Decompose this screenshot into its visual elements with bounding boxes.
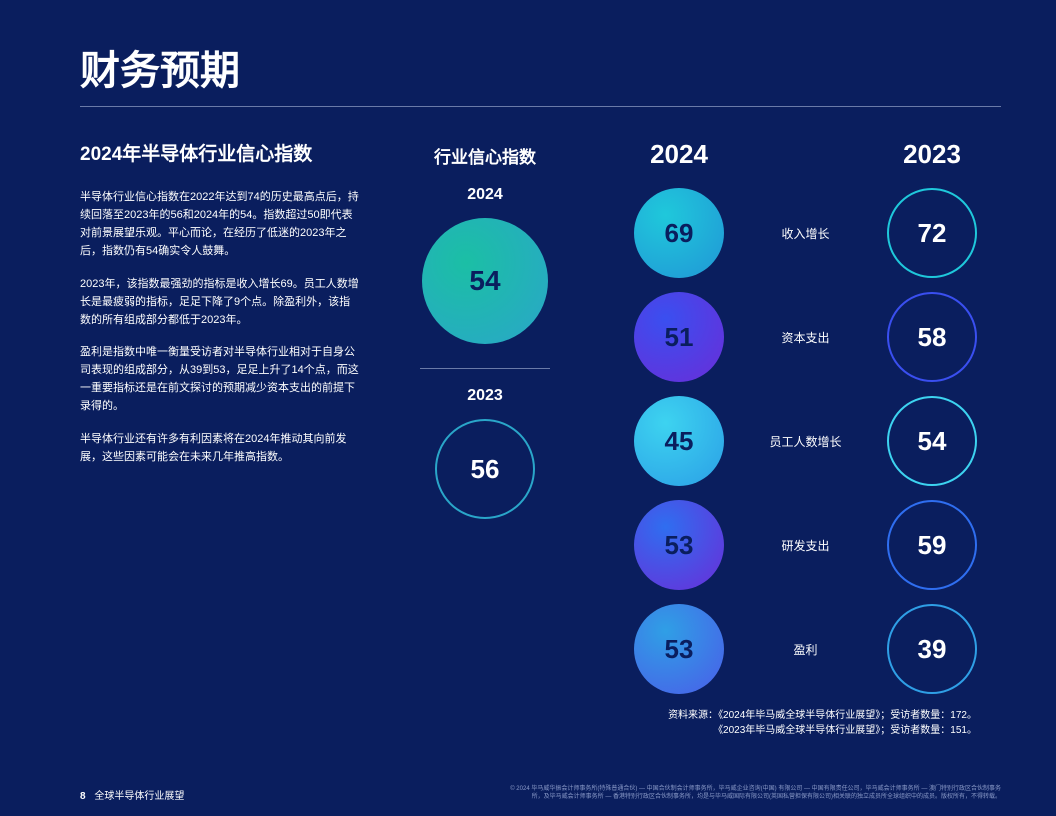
metric-bubble-2024: 53 [634,604,724,694]
metric-bubble-2023: 39 [887,604,977,694]
metric-bubble-2023: 59 [887,500,977,590]
metric-bubble-2024: 51 [634,292,724,382]
center-heading: 行业信心指数 [390,143,580,168]
index-circle-2023: 56 [435,419,535,519]
paragraph: 盈利是指数中唯一衡量受访者对半导体行业相对于自身公司表现的组成部分，从39到53… [80,343,360,416]
metric-bubble-2024: 53 [634,500,724,590]
metric-label: 盈利 [724,641,887,658]
metric-bubble-2024: 69 [634,188,724,278]
metric-label: 研发支出 [724,537,887,554]
index-circle-2024: 54 [422,218,548,344]
year-label-2023: 2023 [390,387,580,405]
paragraph: 半导体行业信心指数在2022年达到74的历史最高点后，持续回落至2023年的56… [80,188,360,261]
metric-bubble-2024: 45 [634,396,724,486]
year-label-2024: 2024 [390,186,580,204]
metric-bubble-2023: 72 [887,188,977,278]
page-number: 8 [80,791,86,802]
source-line: 《2024年毕马威全球半导体行业展望》；受访者数量：172。 [718,710,977,721]
source-note: 资料来源：《2024年毕马威全球半导体行业展望》；受访者数量：172。 《202… [610,708,1001,738]
metric-bubble-2023: 58 [887,292,977,382]
column-header-2024: 2024 [634,139,724,170]
doc-title: 全球半导体行业展望 [94,791,184,802]
metric-label: 资本支出 [724,329,887,346]
metric-row: 45员工人数增长54 [610,396,1001,486]
metric-bubble-2023: 54 [887,396,977,486]
text-column: 2024年半导体行业信心指数 半导体行业信心指数在2022年达到74的历史最高点… [80,139,360,738]
page-title: 财务预期 [80,38,1001,96]
index-value-2024: 54 [469,265,500,297]
column-header-2023: 2023 [887,139,977,170]
center-divider [420,368,550,369]
metric-row: 53盈利39 [610,604,1001,694]
metric-label: 收入增长 [724,225,887,242]
metrics-column: 2024 2023 69收入增长7251资本支出5845员工人数增长5453研发… [610,139,1001,738]
metric-row: 69收入增长72 [610,188,1001,278]
metric-row: 51资本支出58 [610,292,1001,382]
source-line: 《2023年毕马威全球半导体行业展望》；受访者数量：151。 [713,725,977,736]
metric-row: 53研发支出59 [610,500,1001,590]
subtitle: 2024年半导体行业信心指数 [80,139,360,166]
metric-label: 员工人数增长 [724,433,887,450]
paragraph: 半导体行业还有许多有利因素将在2024年推动其向前发展，这些因素可能会在未来几年… [80,430,360,466]
title-divider [80,106,1001,107]
source-label: 资料来源： [668,710,718,721]
paragraph: 2023年，该指数最强劲的指标是收入增长69。员工人数增长是最疲弱的指标，足足下… [80,275,360,329]
index-value-2023: 56 [471,454,500,485]
confidence-index-column: 行业信心指数 2024 54 2023 56 [390,139,580,738]
page-footer: 8 全球半导体行业展望 © 2024 毕马威华振会计师事务所(特殊普通合伙) —… [80,786,1001,802]
copyright: © 2024 毕马威华振会计师事务所(特殊普通合伙) — 中国合伙制会计师事务所… [501,786,1001,802]
